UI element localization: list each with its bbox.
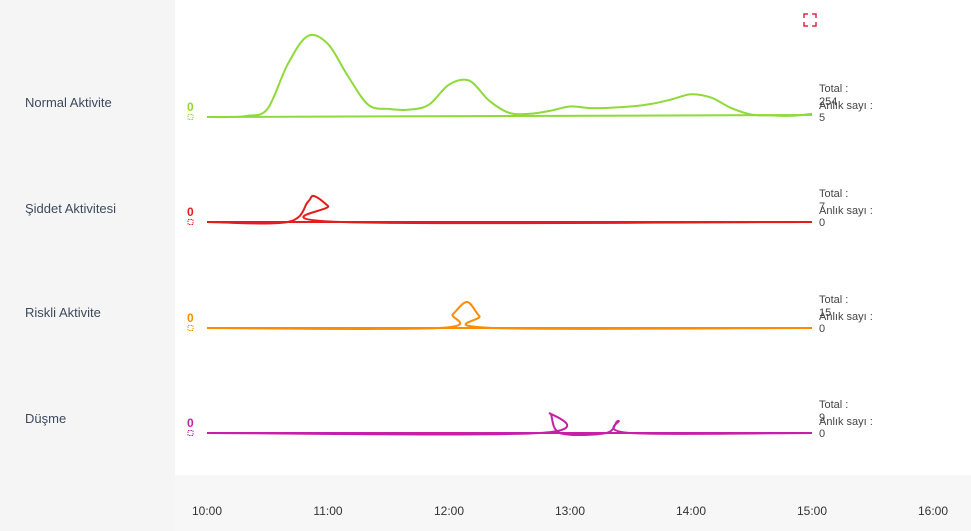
- x-axis-area: [175, 475, 971, 531]
- instant-value-3: 0: [819, 428, 825, 440]
- row-label-riskli: Riskli Aktivite: [25, 305, 101, 320]
- expand-icon[interactable]: [803, 13, 817, 27]
- row-label-dusme: Düşme: [25, 411, 67, 426]
- row-label-normal: Normal Aktivite: [25, 95, 112, 110]
- plot-area: [175, 0, 971, 475]
- instant-label-0: Anlık sayı :: [819, 100, 873, 112]
- total-label-3: Total :: [819, 399, 848, 411]
- row-label-siddet: Şiddet Aktivitesi: [25, 201, 117, 216]
- x-tick-label-6: 16:00: [918, 504, 948, 518]
- series-start-value-0: 0: [187, 100, 194, 114]
- series-line-3: [206, 412, 813, 436]
- series-start-value-2: 0: [187, 311, 194, 325]
- x-tick-label-2: 12:00: [434, 504, 464, 518]
- series-line-0: [206, 33, 813, 119]
- instant-value-2: 0: [819, 323, 825, 335]
- series-start-marker-2: [187, 325, 194, 331]
- x-tick-label-3: 13:00: [555, 504, 585, 518]
- total-value-2: 15: [819, 307, 831, 319]
- total-label-2: Total :: [819, 294, 848, 306]
- x-tick-label-4: 14:00: [676, 504, 706, 518]
- instant-value-0: 5: [819, 112, 825, 124]
- series-start-marker-0: [187, 114, 194, 120]
- x-tick-label-1: 11:00: [313, 504, 342, 518]
- total-label-0: Total :: [819, 83, 848, 95]
- series-start-value-1: 0: [187, 205, 194, 219]
- series-start-marker-1: [187, 219, 194, 225]
- series-line-2: [206, 301, 813, 331]
- series-start-marker-3: [187, 430, 194, 436]
- instant-label-1: Anlık sayı :: [819, 205, 873, 217]
- series-baseline-0: [206, 113, 813, 118]
- total-label-1: Total :: [819, 188, 848, 200]
- instant-label-2: Anlık sayı :: [819, 311, 873, 323]
- x-tick-label-5: 15:00: [797, 504, 827, 518]
- total-value-3: 9: [819, 412, 825, 424]
- instant-value-1: 0: [819, 217, 825, 229]
- total-value-1: 7: [819, 201, 825, 213]
- total-value-0: 254: [819, 96, 837, 108]
- x-tick-label-0: 10:00: [192, 504, 222, 518]
- instant-label-3: Anlık sayı :: [819, 416, 873, 428]
- series-start-value-3: 0: [187, 416, 194, 430]
- series-line-1: [206, 194, 813, 225]
